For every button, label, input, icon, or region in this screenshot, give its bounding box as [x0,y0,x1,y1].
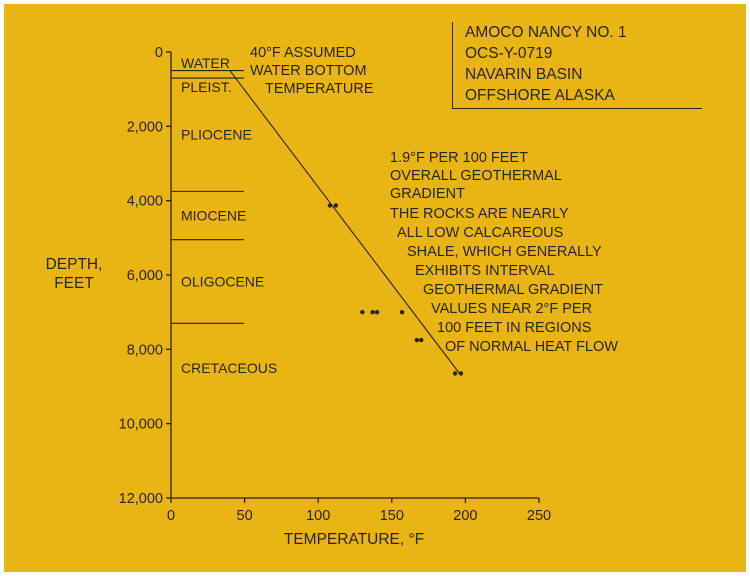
x-tick-label: 150 [380,508,404,524]
x-tick-label: 0 [167,508,175,524]
data-point [414,337,420,343]
title-line-2: OCS-Y-0719 [465,45,553,62]
axes [166,51,540,503]
annotation-top-line-3: TEMPERATURE [265,81,374,97]
data-point [333,203,339,208]
stratum-label: PLIOCENE [181,127,252,143]
data-point [370,309,375,315]
annotation-gradient-line-5: ALL LOW CALCAREOUS [397,225,564,241]
title-block: AMOCO NANCY NO. 1 OCS-Y-0719 NAVARIN BAS… [452,22,702,109]
y-axis-title-line-1: DEPTH, [46,256,103,273]
data-point [360,309,365,315]
annotation-gradient-line-6: SHALE, WHICH GENERALLY [407,244,602,260]
y-tick-label: 4,000 [127,194,163,210]
annotation-gradient-line-10: 100 FEET IN REGIONS [437,320,592,336]
annotation-gradient-line-9: VALUES NEAR 2°F PER [431,301,593,317]
x-tick-label: 250 [527,508,551,524]
annotation-gradient-line-1: 1.9°F PER 100 FEET [390,150,528,166]
title-line-1: AMOCO NANCY NO. 1 [465,24,627,41]
y-tick-label: 10,000 [119,417,163,433]
strata-layer: WATER PLEIST. PLIOCENE MIOCENE OLIGOCENE CRET… [171,55,277,376]
y-axis-title-line-2: FEET [54,275,94,292]
stratum-label: WATER [181,55,230,71]
x-axis-title: TEMPERATURE, °F [284,531,424,548]
gradient-line [229,70,460,374]
y-tick-label: 2,000 [127,119,163,135]
x-tick-label: 100 [306,508,330,524]
slide-background: WATER PLEIST. PLIOCENE MIOCENE OLIGOCENE CRET… [4,4,746,572]
data-point [419,337,424,343]
annotation-gradient-line-2: OVERALL GEOTHERMAL [390,168,562,184]
annotation-gradient-line-11: OF NORMAL HEAT FLOW [445,339,618,355]
data-point [374,309,380,315]
chart: WATER PLEIST. PLIOCENE MIOCENE OLIGOCENE CRET… [46,45,552,548]
annotation-top-line-1: 40°F ASSUMED [250,45,356,61]
y-tick-label: 12,000 [119,491,163,507]
annotation-top-line-2: WATER BOTTOM [250,63,367,79]
data-point [452,371,458,376]
y-tick-label: 8,000 [127,342,163,358]
annotation-gradient-line-8: GEOTHERMAL GRADIENT [423,282,603,298]
gradient-line-layer [229,70,460,374]
stratum-label: PLEIST. [181,79,232,95]
stratum-label: MIOCENE [181,208,246,224]
y-tick-label: 6,000 [127,268,163,284]
x-tick-label: 50 [237,508,253,524]
x-tick-label: 200 [453,508,477,524]
y-tick-label: 0 [155,45,163,61]
stratum-label: CRETACEOUS [181,360,277,376]
annotation-gradient-line-7: EXHIBITS INTERVAL [415,263,555,279]
data-point [327,203,333,208]
title-line-3: NAVARIN BASIN [465,66,583,83]
data-point [399,309,405,315]
annotation-gradient-line-3: GRADIENT [390,186,465,202]
title-line-4: OFFSHORE ALASKA [465,87,615,104]
stratum-label: OLIGOCENE [181,274,264,290]
data-points [327,203,464,376]
annotation-gradient-line-4: THE ROCKS ARE NEARLY [390,206,569,222]
data-point [458,371,464,376]
